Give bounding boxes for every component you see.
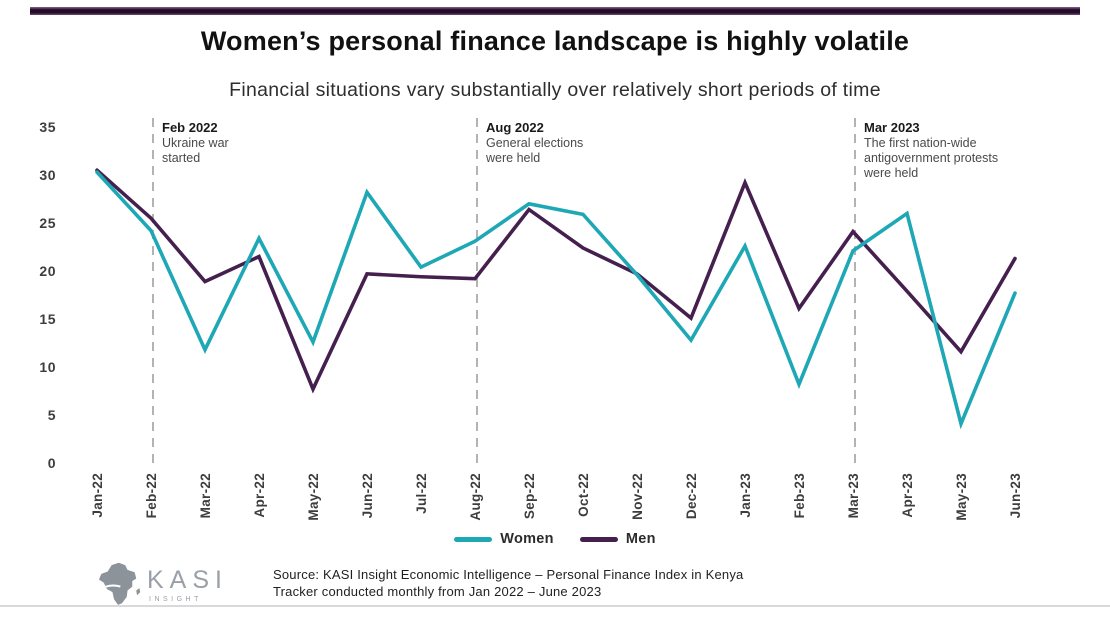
annotation-text: Ukraine war (162, 136, 229, 150)
annotation-title: Mar 2023 (864, 120, 920, 135)
annotation-text: General elections (486, 136, 583, 150)
legend-label: Men (625, 531, 656, 547)
logo-sub-text: INSIGHT (149, 595, 202, 603)
x-axis-tick-label: Feb-23 (792, 473, 807, 519)
x-axis-tick-label: Oct-22 (576, 473, 591, 517)
x-axis-tick-label: Aug-22 (468, 473, 483, 521)
x-axis-tick-label: Mar-23 (846, 473, 861, 519)
chart-legend: Women Men (0, 531, 1110, 547)
x-axis-tick-label: Apr-22 (252, 473, 267, 518)
x-axis-tick-label: Jul-22 (414, 473, 429, 514)
footer: KASI INSIGHT Source: KASI Insight Econom… (95, 556, 743, 610)
logo-brand-text: KASI (147, 565, 228, 594)
top-accent-bar (30, 7, 1080, 15)
annotation-title: Feb 2022 (162, 120, 218, 135)
x-axis-tick-label: Jun-22 (360, 473, 375, 518)
kasi-logo: KASI INSIGHT (95, 560, 228, 610)
annotation-text: The first nation-wide (864, 136, 977, 150)
y-axis-tick-label: 10 (39, 359, 56, 375)
x-axis-tick-label: Jan-23 (738, 473, 753, 518)
x-axis-tick-label: Feb-22 (144, 473, 159, 518)
x-axis-tick-label: Jan-22 (90, 473, 105, 518)
y-axis-tick-label: 30 (39, 167, 56, 183)
x-axis-tick-label: Dec-22 (684, 473, 699, 519)
legend-label: Women (500, 531, 554, 547)
x-axis-tick-label: Sep-22 (522, 473, 537, 519)
annotation-text: started (162, 151, 200, 165)
series-line-women (95, 170, 1017, 430)
logo-text: KASI INSIGHT (147, 565, 228, 603)
bottom-divider (0, 605, 1110, 607)
legend-swatch (454, 536, 493, 542)
y-axis-tick-label: 0 (48, 455, 56, 471)
legend-swatch (579, 536, 618, 542)
annotation-text: antigovernment protests (864, 151, 998, 165)
africa-map-icon (98, 562, 141, 605)
source-text: Source: KASI Insight Economic Intelligen… (273, 566, 743, 600)
x-axis-tick-label: Mar-22 (198, 473, 213, 518)
series-line-men (95, 168, 1017, 394)
annotation-text: were held (863, 166, 918, 180)
legend-item-women: Women (454, 531, 554, 547)
y-axis-tick-label: 35 (39, 119, 56, 135)
x-axis-tick-label: May-23 (954, 473, 969, 521)
y-axis-tick-label: 5 (48, 407, 56, 423)
y-axis-tick-label: 15 (39, 311, 56, 327)
chart-subtitle: Financial situations vary substantially … (229, 79, 881, 101)
y-axis-tick-label: 25 (39, 215, 56, 231)
x-axis-tick-label: May-22 (306, 473, 321, 521)
x-axis-tick-label: Nov-22 (630, 473, 645, 520)
x-axis-tick-label: Jun-23 (1008, 473, 1023, 519)
source-line-2: Tracker conducted monthly from Jan 2022 … (272, 584, 602, 599)
source-line-1: Source: KASI Insight Economic Intelligen… (272, 567, 744, 582)
chart-title: Women’s personal finance landscape is hi… (200, 26, 910, 56)
y-axis-tick-label: 20 (39, 263, 56, 279)
annotation-text: were held (485, 151, 540, 165)
legend-item-men: Men (579, 531, 656, 547)
x-axis-tick-label: Apr-23 (900, 473, 915, 518)
annotation-title: Aug 2022 (486, 120, 544, 135)
